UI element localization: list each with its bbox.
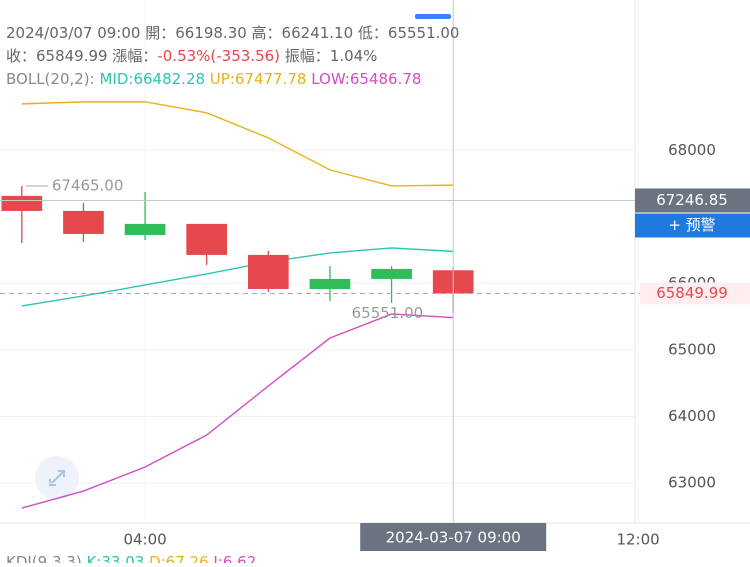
alert-button-label[interactable]: + 预警 [668, 216, 715, 234]
alert-button[interactable]: + 预警 [635, 213, 750, 238]
boll-line [21, 313, 454, 509]
candle-body [63, 210, 104, 234]
candle [124, 191, 166, 240]
candle-body [124, 223, 166, 235]
info-line: 2024/03/07 09:00 開：66198.30 高：66241.10 低… [6, 24, 459, 42]
y-tick-label: 64000 [668, 407, 716, 425]
info-text: -0.53%(-353.56) [157, 47, 280, 65]
boll-line [21, 247, 454, 307]
info-text: MID:66482.28 [99, 70, 209, 88]
x-tick-label: 04:00 [123, 531, 166, 549]
candle-body [371, 268, 412, 279]
candle [1, 185, 43, 243]
candle-body [247, 254, 289, 289]
info-text: K:33.03 [86, 553, 149, 564]
crosshair-time-box [360, 523, 547, 551]
alert-button-bg[interactable] [635, 213, 750, 238]
info-text: 收：65849.99 漲幅： [6, 47, 157, 65]
candle [371, 265, 412, 303]
candle [247, 250, 289, 292]
info-line: BOLL(20,2): MID:66482.28 UP:67477.78 LOW… [6, 70, 421, 88]
candle [63, 202, 104, 242]
candle-body [1, 195, 43, 211]
info-text: KDJ(9,3,3) [6, 553, 86, 564]
expand-button[interactable] [35, 456, 79, 500]
crosshair-price-label: 67246.85 [656, 191, 728, 209]
boll-line [21, 101, 454, 187]
crosshair-price-box [635, 188, 750, 213]
info-text: 振幅：1.04% [280, 47, 377, 65]
info-line: 收：65849.99 漲幅：-0.53%(-353.56) 振幅：1.04% [6, 47, 377, 65]
info-text: BOLL(20,2): [6, 70, 99, 88]
info-text: D:67.26 [149, 553, 213, 564]
last-price-label: 65849.99 [656, 284, 728, 302]
annotation-label: 67465.00 [52, 176, 124, 194]
candle [186, 223, 228, 265]
info-text: LOW:65486.78 [311, 70, 421, 88]
y-tick-label: 65000 [668, 340, 716, 358]
last-price-box [640, 282, 750, 305]
info-text: UP:67477.78 [210, 70, 311, 88]
info-text: 2024/03/07 09:00 開：66198.30 高：66241.10 低… [6, 24, 459, 42]
candle-body [309, 278, 351, 289]
candle-body [186, 223, 228, 255]
tab-indicator [415, 14, 451, 19]
y-tick-label: 68000 [668, 141, 716, 159]
candle [309, 265, 351, 301]
info-line: KDJ(9,3,3) K:33.03 D:67.26 J:6.62 [6, 553, 256, 564]
crosshair-time-label: 2024-03-07 09:00 [386, 529, 521, 547]
y-tick-label: 63000 [668, 474, 716, 492]
info-text: J:6.62 [212, 553, 256, 564]
annotation-label: 65551.00 [352, 304, 424, 322]
x-tick-label: 12:00 [616, 531, 659, 549]
